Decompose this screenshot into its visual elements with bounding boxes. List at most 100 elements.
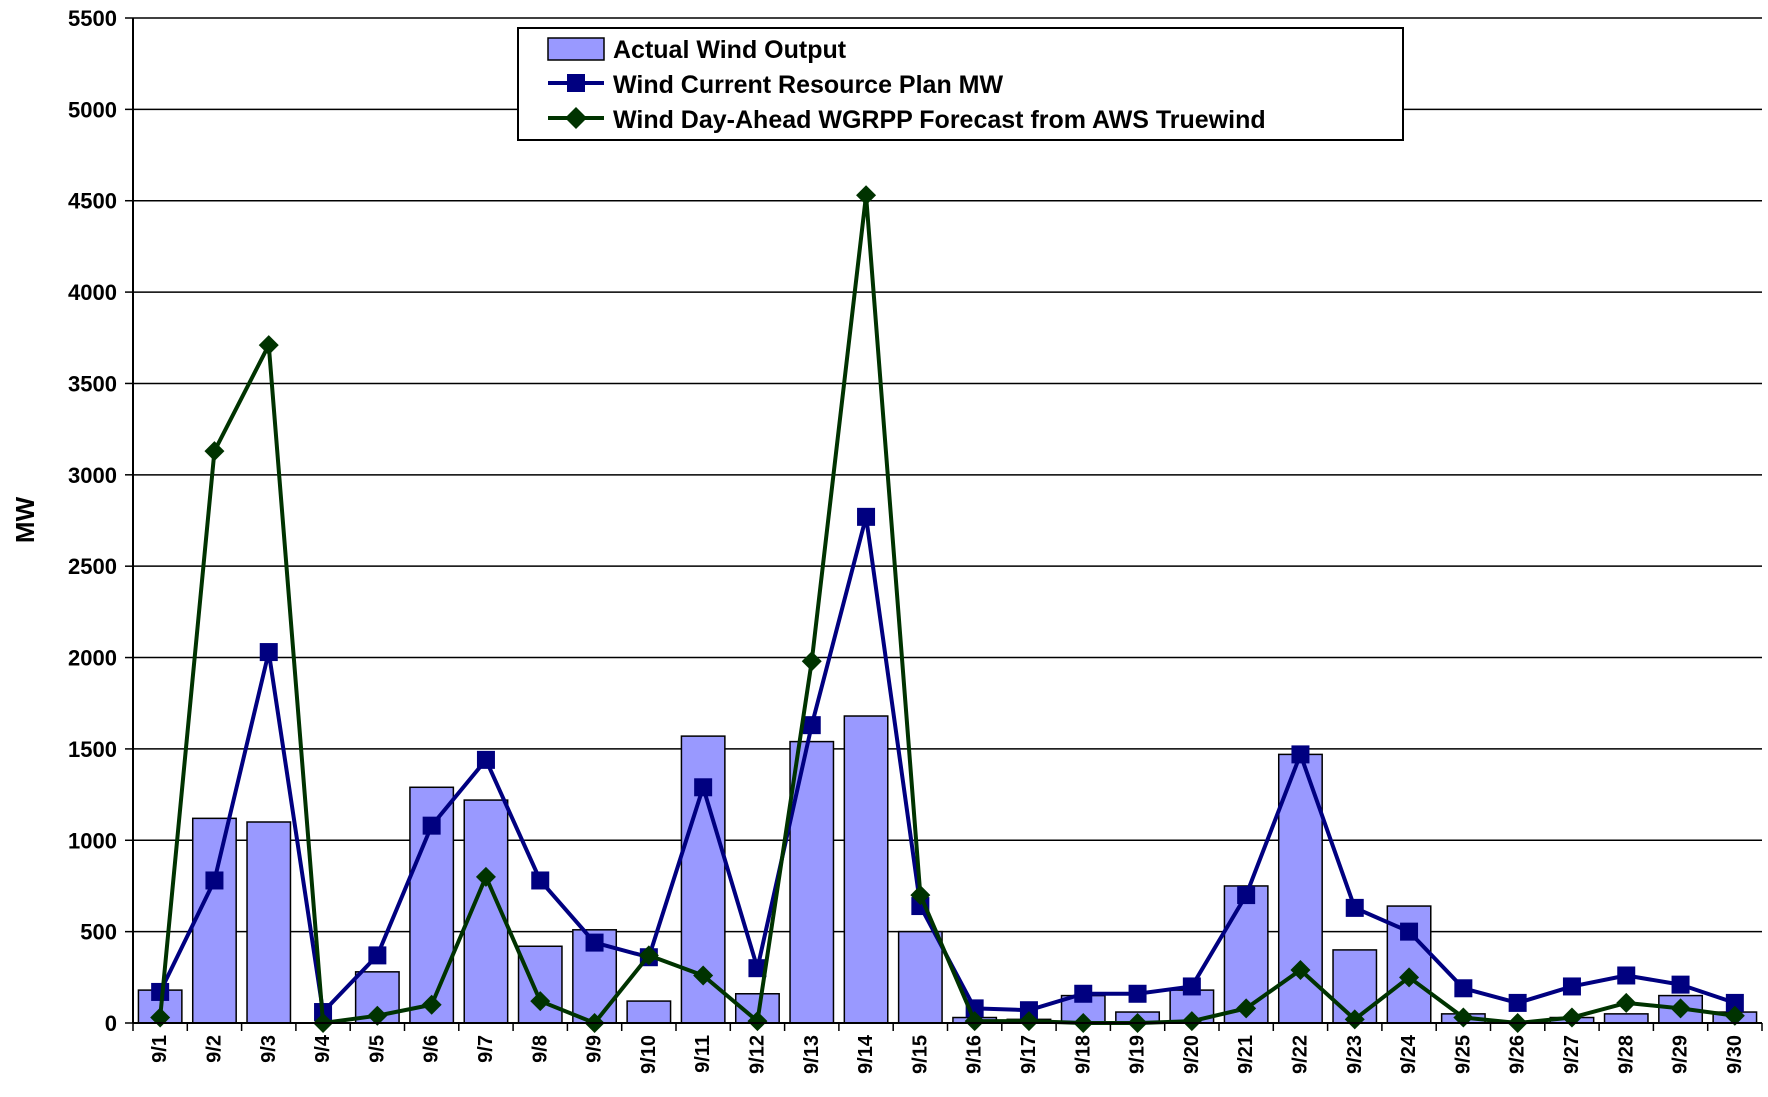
legend-item-actual-wind-output: Actual Wind Output [547,36,847,64]
y-tick-label: 3500 [68,371,117,396]
diamond-marker-point [475,866,496,887]
x-tick-label: 9/13 [801,1035,823,1074]
y-tick-label: 5500 [68,6,117,31]
x-tick-label: 9/6 [421,1035,443,1063]
y-tick-label: 1500 [68,737,117,762]
square-marker-point [1725,993,1744,1012]
square-marker-point [476,750,495,769]
series-line [158,193,1736,1025]
y-tick-label: 2500 [68,554,117,579]
bar [191,817,237,1024]
square-marker-point [1345,898,1364,917]
legend-label: Wind Current Resource Plan MW [613,71,1003,99]
x-tick-label: 9/4 [312,1034,334,1063]
diamond-marker-point [1616,992,1637,1013]
x-tick-label: 9/28 [1615,1035,1637,1074]
line-series [150,185,1745,1033]
legend-swatch-square-marker [567,74,585,92]
legend-swatch-diamond-marker [565,107,587,129]
diamond-marker-point [1344,1009,1365,1030]
legend: Actual Wind Output Wind Current Resource… [517,27,1404,141]
bar [789,740,835,1024]
bar [626,1000,672,1024]
square-marker-point [368,946,387,965]
x-tick-label: 9/5 [366,1035,388,1063]
diamond-marker-point [747,1011,768,1032]
bar [897,930,943,1024]
square-marker-point [1128,984,1147,1003]
y-tick-label: 4000 [68,280,117,305]
square-marker-point [205,871,224,890]
diamond-marker-point [367,1005,388,1026]
square-marker-point [748,959,767,978]
x-tick-label: 9/25 [1452,1035,1474,1074]
y-tick-label: 0 [105,1011,117,1036]
x-tick-label: 9/29 [1670,1035,1692,1074]
diamond-marker-point [204,441,225,462]
square-marker-point [531,871,550,890]
square-marker-point [585,933,604,952]
diamond-marker-point [910,885,931,906]
x-tick-label: 9/30 [1724,1035,1746,1074]
x-tick-label: 9/22 [1289,1035,1311,1074]
axes: 0 500 1000 1500 2000 2500 3000 3500 4000 4500 5000… [68,6,1763,1074]
square-marker-point [694,778,713,797]
square-marker-point [1019,1001,1038,1020]
x-tick-label: 9/21 [1235,1035,1257,1074]
bar [1603,1013,1649,1024]
square-marker-point [1291,745,1310,764]
diamond-marker-point [1181,1011,1202,1032]
diamond-marker-point [693,965,714,986]
x-tick-label: 9/15 [909,1035,931,1074]
y-tick-label: 3000 [68,463,117,488]
x-tick-label: 9/10 [638,1035,660,1074]
square-marker-point [1237,886,1256,905]
diamond-marker-point [421,994,442,1015]
diamond-marker-point [638,945,659,966]
square-marker-point [1400,922,1419,941]
diamond-marker-point [1670,998,1691,1019]
square-marker-point [1671,975,1690,994]
x-tick-label: 9/1 [149,1035,171,1063]
x-tick-label: 9/19 [1127,1035,1149,1074]
square-marker-point [1562,977,1581,996]
square-marker-point [422,816,441,835]
diamond-marker-point [801,651,822,672]
x-tick-label: 9/12 [746,1035,768,1074]
x-tick-label: 9/27 [1561,1035,1583,1074]
y-tick-label: 5000 [68,97,117,122]
y-axis-title: MW [10,496,40,543]
x-tick-label: 9/17 [1018,1035,1040,1074]
x-tick-label: 9/2 [203,1035,225,1063]
x-tick-label: 9/26 [1507,1035,1529,1074]
legend-item-wind-current-resource-plan: Wind Current Resource Plan MW [548,71,1003,99]
diamond-marker-point [1018,1011,1039,1032]
diamond-marker-point [1236,998,1257,1019]
x-tick-label: 9/11 [692,1035,714,1073]
square-marker-point [1182,977,1201,996]
square-marker-point [802,716,821,735]
square-marker-point [1617,966,1636,985]
square-marker-point [857,507,876,526]
square-marker-point [1454,979,1473,998]
square-marker-point [1074,984,1093,1003]
gridlines [133,17,1762,933]
legend-label: Actual Wind Output [613,36,847,64]
y-tick-label: 2000 [68,646,117,671]
x-tick-label: 9/20 [1181,1035,1203,1074]
legend-item-wind-day-ahead-forecast: Wind Day-Ahead WGRPP Forecast from AWS T… [548,106,1266,134]
x-tick-label: 9/18 [1072,1035,1094,1074]
legend-box [517,27,1404,141]
square-marker-point [1508,993,1527,1012]
legend-swatch-bar [547,37,605,61]
diamond-marker-point [964,1011,985,1032]
x-tick-label: 9/9 [584,1035,606,1063]
diamond-marker-point [856,185,877,206]
diamond-marker-point [530,991,551,1012]
bar-series [137,715,1758,1024]
series-line [158,514,1736,1015]
diamond-marker-point [1399,967,1420,988]
x-tick-label: 9/16 [964,1035,986,1074]
